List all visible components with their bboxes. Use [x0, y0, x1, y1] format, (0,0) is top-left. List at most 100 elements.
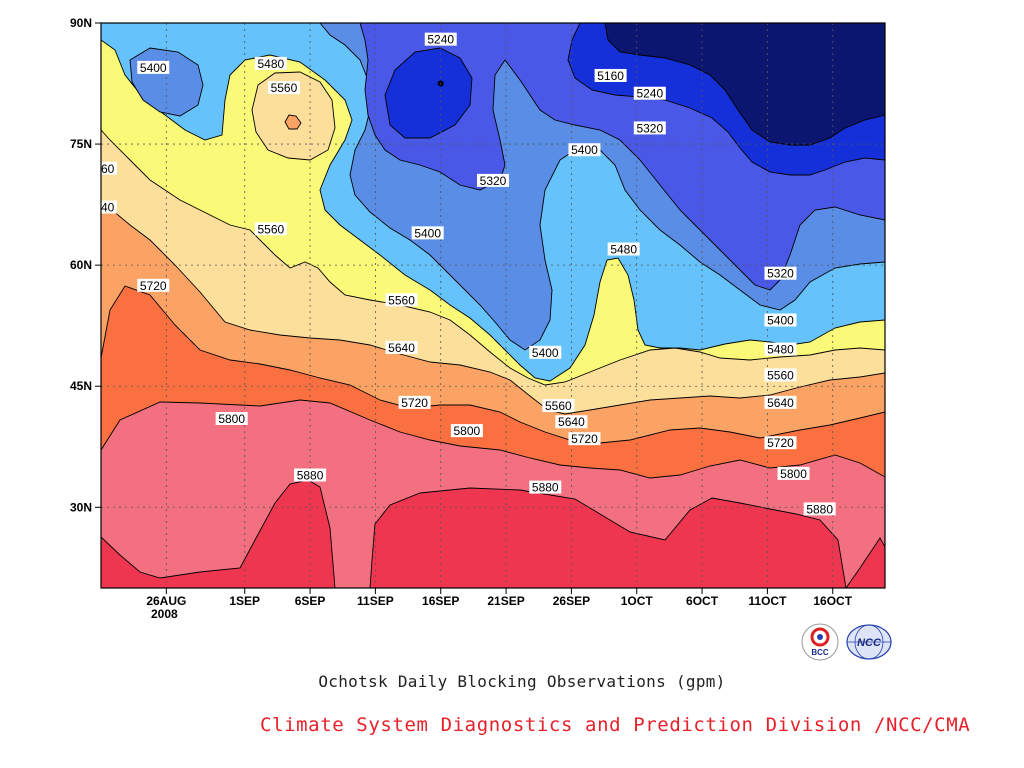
ncc-logo: NCC	[846, 624, 892, 660]
y-tick-label: 75N	[70, 137, 92, 151]
contour-label: 5400	[137, 60, 170, 75]
contour-label: 5240	[424, 32, 457, 47]
contour-label-bg	[267, 81, 300, 95]
contour-label-text: 5560	[388, 293, 415, 307]
contour-label: 5720	[568, 432, 601, 446]
contour-label: 5640	[88, 200, 117, 215]
gridlines	[101, 23, 885, 588]
contour-label-text: 5480	[610, 243, 637, 257]
contour-label-text: 5800	[454, 424, 481, 438]
ncc-logo-text: NCC	[857, 637, 882, 649]
contour-label-text: 5640	[388, 341, 415, 355]
contour-label: 5400	[411, 226, 444, 240]
x-tick-label: 11OCT	[748, 594, 787, 608]
contour-label-bg	[254, 56, 287, 70]
high-core	[284, 114, 302, 130]
contour-label-bg	[450, 424, 483, 438]
contour-label-text: 5720	[571, 432, 598, 446]
contour-label: 5800	[777, 466, 810, 481]
contour-label-text: 5320	[636, 121, 663, 135]
plot-area: 5400 5480 5560 5240 5160 5240 5320 5400 5320 5560…	[88, 23, 885, 588]
contour-label: 5560	[542, 399, 575, 413]
contour-label-bg	[764, 368, 797, 382]
contour-label-bg	[555, 415, 588, 429]
contour-label: 5640	[555, 415, 588, 429]
contour-label-text: 5640	[558, 415, 585, 429]
x-tick-label: 1OCT	[621, 594, 654, 608]
contour-label: 5720	[398, 395, 431, 410]
low-center-blob	[384, 47, 473, 139]
contour-label-text: 5880	[297, 469, 324, 483]
contour-label: 5160	[594, 68, 627, 83]
contour-label-bg	[254, 222, 287, 236]
contour-label: 5640	[764, 395, 797, 410]
contour-label: 5320	[633, 121, 666, 135]
contour-label-text: 5640	[88, 201, 115, 215]
contour-label-text: 5560	[88, 162, 115, 176]
contour-label-text: 5480	[767, 343, 794, 357]
contour-label-text: 5800	[780, 467, 807, 481]
contour-label: 5560	[764, 368, 797, 382]
contour-label-bg	[633, 86, 666, 100]
contour-label: 5560	[254, 222, 287, 236]
contour-label-text: 5800	[218, 412, 245, 426]
contour-label: 5480	[764, 342, 797, 357]
contour-label-bg	[385, 293, 418, 307]
contour-label-bg	[424, 32, 457, 46]
contour-label-bg	[542, 399, 575, 413]
x-tick-label: 11SEP	[357, 594, 394, 608]
contour-label: 5880	[294, 468, 327, 483]
contour-label-text: 5560	[545, 399, 572, 413]
contour-label-bg	[529, 345, 562, 359]
plot-frame	[100, 22, 886, 589]
contour-label: 5480	[254, 56, 287, 71]
contour-label-bg	[101, 161, 117, 175]
bcc-logo: BCC	[801, 623, 839, 661]
contour-label-bg	[764, 342, 797, 356]
y-tick-label: 60N	[70, 258, 92, 272]
contour-label-text: 5400	[414, 226, 441, 240]
contour-label-bg	[137, 60, 170, 74]
contour-label: 5480	[607, 242, 640, 257]
chart-title: Ochotsk Daily Blocking Observations (gpm…	[318, 672, 726, 691]
x-tick-label: 16OCT	[813, 594, 852, 608]
contour-label: 5320	[477, 173, 509, 188]
contour-label-bg	[568, 143, 601, 157]
x-tick-label: 26AUG	[146, 594, 186, 608]
contour-label-bg	[411, 226, 444, 240]
contour-label: 5560	[88, 161, 117, 176]
contour-label: 5560	[267, 81, 300, 95]
contour-label-bg	[633, 121, 666, 135]
contour-label: 5400	[764, 313, 797, 328]
y-tick-label: 30N	[70, 500, 92, 514]
contour-label: 5400	[568, 143, 601, 157]
y-axis: 30N 45N 60N 75N 90N	[70, 16, 101, 514]
x-tick-label: 6SEP	[295, 594, 326, 608]
contour-label-bg	[137, 278, 170, 292]
contour-label-text: 5720	[140, 279, 167, 293]
contour-label-text: 5400	[140, 61, 167, 75]
contour-label: 5880	[529, 480, 562, 495]
y-tick-label: 45N	[70, 379, 92, 393]
contour-label-text: 5560	[271, 81, 298, 95]
contour-label-text: 5880	[532, 481, 559, 495]
contour-label: 5720	[764, 436, 797, 450]
x-tick-label: 1SEP	[229, 594, 260, 608]
contour-label-text: 5240	[427, 33, 454, 47]
contour-label: 5880	[803, 502, 836, 516]
x-tick-label: 6OCT	[686, 594, 719, 608]
contour-label: 5720	[137, 278, 170, 293]
contour-label-text: 5400	[571, 143, 598, 157]
contour-label-bg	[385, 340, 418, 354]
contour-label-text: 5400	[532, 346, 559, 360]
contour-label: 5400	[529, 345, 562, 360]
contour-label: 5800	[215, 412, 248, 426]
contour-label-text: 5560	[767, 368, 794, 382]
x-tick-label: 26SEP	[553, 594, 590, 608]
contour-label-bg	[398, 395, 431, 409]
contour-label-bg	[764, 266, 797, 280]
contour-label-bg	[594, 68, 627, 82]
contour-label-bg	[294, 468, 327, 482]
contour-label-text: 5320	[767, 267, 794, 281]
